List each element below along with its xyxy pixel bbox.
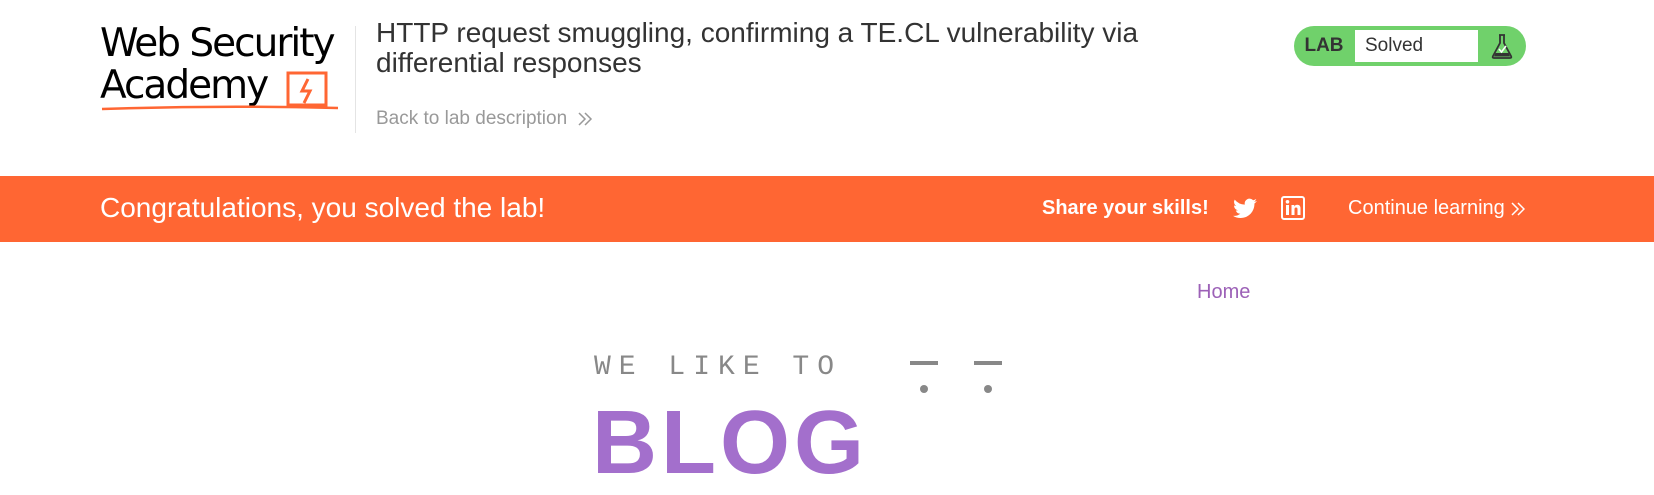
academy-logo[interactable]: Web Security Academy [100, 24, 355, 114]
lab-status-widget: LAB Solved [1294, 26, 1526, 66]
lab-title: HTTP request smuggling, confirming a TE.… [376, 17, 1139, 78]
congrats-message: Congratulations, you solved the lab! [100, 192, 546, 223]
logo-line1: Web Security [100, 21, 336, 66]
logo-bolt-icon [286, 71, 328, 107]
share-skills-label: Share your skills! [1042, 197, 1209, 219]
blog-word: BLOG [592, 393, 868, 493]
nav-home-link[interactable]: Home [1197, 281, 1251, 303]
back-link-label: Back to lab description [376, 108, 568, 129]
face-decoration-icon [910, 361, 1002, 393]
lab-status-label: LAB [1304, 35, 1344, 56]
blog-tagline: WE LIKE TO [594, 352, 843, 383]
header-divider [355, 26, 356, 133]
logo-underline [101, 105, 339, 111]
flask-icon [1479, 26, 1525, 66]
double-chevron-right-icon [1511, 201, 1525, 216]
twitter-icon[interactable] [1232, 196, 1258, 222]
solved-banner: Congratulations, you solved the lab! Sha… [0, 176, 1654, 242]
continue-learning-label: Continue learning [1348, 197, 1505, 219]
logo-line2: Academy [100, 63, 269, 108]
continue-learning-link[interactable]: Continue learning [1348, 197, 1525, 220]
back-to-description-link[interactable]: Back to lab description [376, 108, 593, 130]
double-chevron-right-icon [578, 112, 593, 126]
linkedin-icon[interactable] [1281, 196, 1305, 220]
lab-status-value: Solved [1354, 29, 1479, 63]
